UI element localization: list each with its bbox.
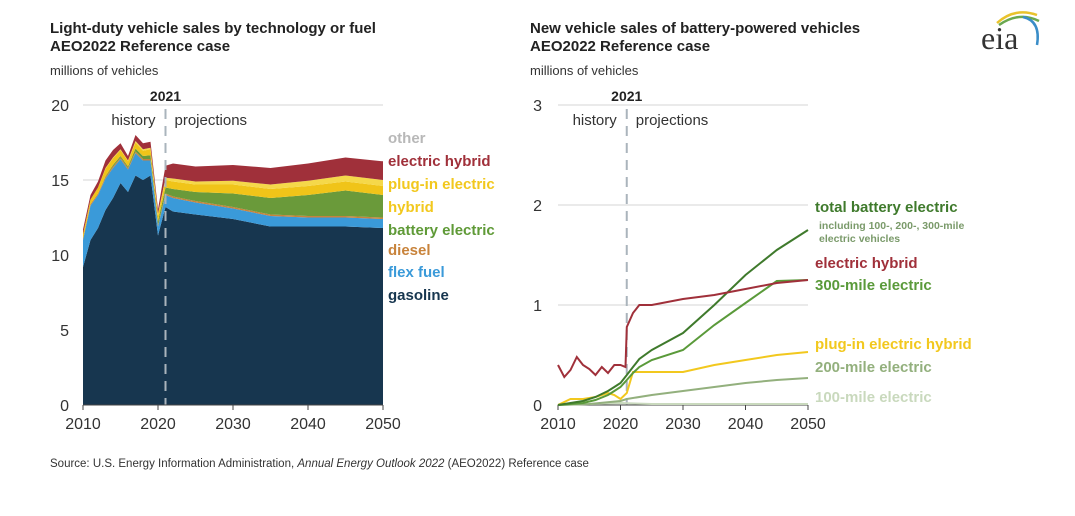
area-gasoline (83, 175, 383, 405)
area-electric-hybrid (83, 135, 383, 234)
source-note: Source: U.S. Energy Information Administ… (50, 458, 589, 470)
line-300-mile-electric (557, 279, 809, 406)
left-x-tick-label: 2050 (365, 416, 401, 433)
right-y-tick-label: 0 (533, 398, 542, 415)
right-legend-200-mile-electric: 200-mile electric (815, 359, 932, 376)
right-projections-label: projections (636, 112, 709, 129)
line-total-battery-electric (557, 229, 809, 406)
left-history-label: history (111, 112, 156, 129)
right-y-tick-label: 1 (533, 298, 542, 315)
source-suffix: (AEO2022) Reference case (444, 458, 589, 470)
right-legend-300-mile-electric: 300-mile electric (815, 277, 932, 294)
right-x-tick-label: 2030 (665, 416, 701, 433)
right-x-tick-label: 2050 (790, 416, 826, 433)
right-legend-plug-in-electric-hybrid: plug-in electric hybrid (815, 336, 972, 353)
source-italic: Annual Energy Outlook 2022 (297, 458, 445, 470)
right-title-line: New vehicle sales of battery-powered veh… (530, 20, 861, 37)
right-legend-total-battery-electric: total battery electric (815, 199, 958, 216)
right-history-label: history (573, 112, 618, 129)
left-y-tick-label: 20 (51, 98, 69, 115)
left-legend-hybrid: hybrid (388, 199, 434, 216)
left-title-line: Light-duty vehicle sales by technology o… (50, 20, 376, 37)
left-x-tick-label: 2020 (140, 416, 176, 433)
left-legend-other: other (388, 130, 426, 147)
left-legend-diesel: diesel (388, 242, 431, 259)
left-chart-title: Light-duty vehicle sales by technology o… (50, 20, 376, 56)
right-legend-100-mile-electric: 100-mile electric (815, 389, 932, 406)
left-y-tick-label: 10 (51, 248, 69, 265)
right-subtitle-line: AEO2022 Reference case (530, 38, 711, 55)
right-legend-note: including 100-, 200-, 300-mile (819, 220, 964, 232)
right-divider-year: 2021 (611, 88, 642, 104)
line-200-mile-electric (557, 377, 809, 406)
left-legend-plug-in-electric: plug-in electric (388, 176, 495, 193)
left-x-tick-label: 2040 (290, 416, 326, 433)
line-electric-hybrid (557, 279, 809, 379)
eia-logo: eia (981, 11, 1040, 55)
logo-arc-blue (1022, 15, 1039, 46)
left-y-tick-label: 0 (60, 398, 69, 415)
line-plug-in-electric-hybrid (557, 351, 809, 406)
right-legend-electric-hybrid: electric hybrid (815, 255, 918, 272)
left-projections-label: projections (175, 112, 248, 129)
right-x-tick-label: 2020 (603, 416, 639, 433)
right-x-tick-label: 2010 (540, 416, 576, 433)
area-hybrid (83, 142, 383, 239)
left-legend-flex-fuel: flex fuel (388, 264, 445, 281)
left-y-tick-label: 15 (51, 173, 69, 190)
left-x-tick-label: 2030 (215, 416, 251, 433)
left-x-tick-label: 2010 (65, 416, 101, 433)
left-subtitle-line: AEO2022 Reference case (50, 38, 231, 55)
logo-text: eia (981, 20, 1018, 55)
right-x-tick-label: 2040 (728, 416, 764, 433)
left-legend-electric-hybrid: electric hybrid (388, 153, 491, 170)
right-chart-title: New vehicle sales of battery-powered veh… (530, 20, 860, 56)
right-y-tick-label: 2 (533, 198, 542, 215)
source-prefix: Source: U.S. Energy Information Administ… (50, 458, 298, 470)
left-legend-battery-electric: battery electric (388, 222, 495, 239)
left-y-tick-label: 5 (60, 323, 69, 340)
logo-arc-green (998, 15, 1040, 27)
left-divider-year: 2021 (150, 88, 181, 104)
logo-arc-yellow (996, 11, 1038, 24)
left-legend-gasoline: gasoline (388, 287, 449, 304)
left-ylabel: millions of vehicles (50, 63, 159, 78)
right-ylabel: millions of vehicles (530, 63, 639, 78)
area-flex-fuel (83, 153, 383, 267)
right-y-tick-label: 3 (533, 98, 542, 115)
right-legend-note: electric vehicles (819, 233, 900, 245)
